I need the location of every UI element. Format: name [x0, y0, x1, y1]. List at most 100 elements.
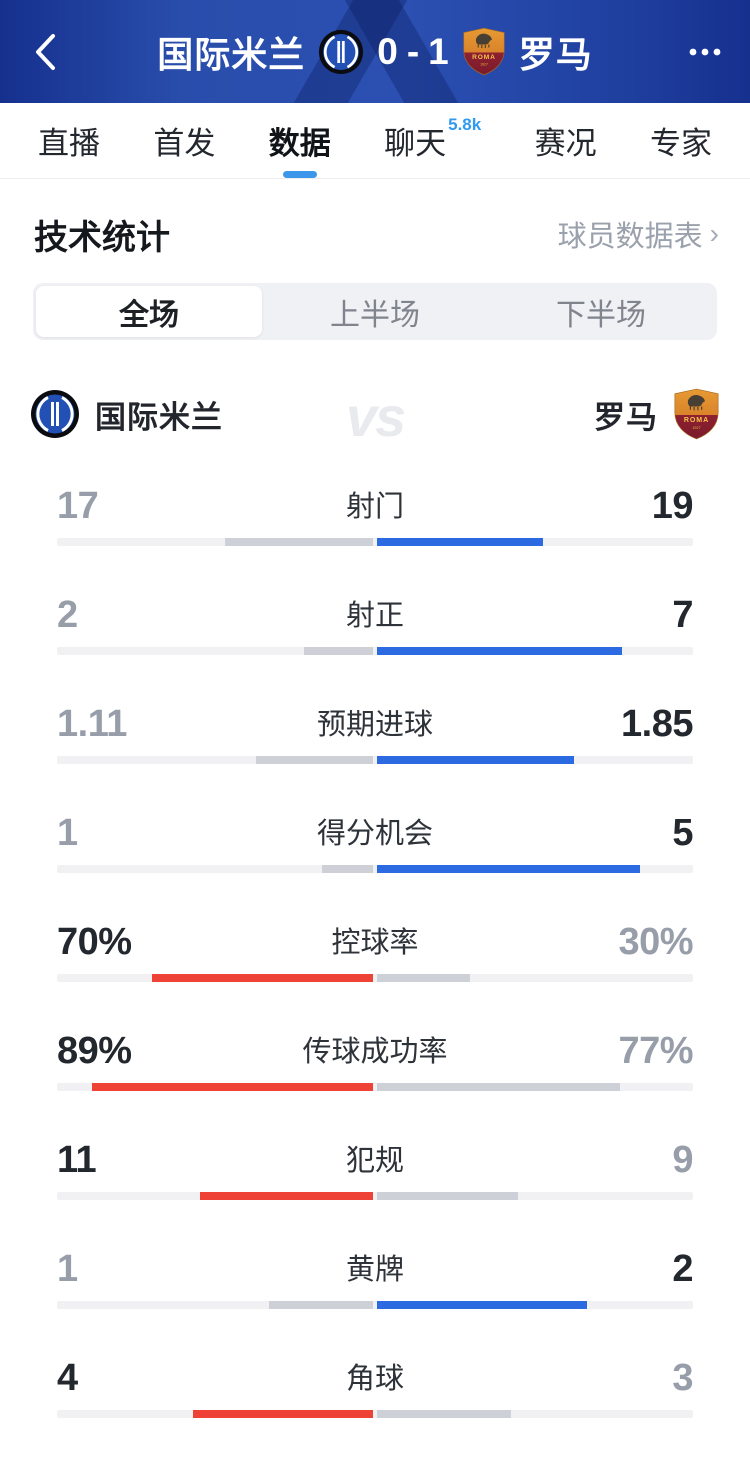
- stat-row: 70% 控球率 30%: [57, 920, 693, 982]
- stat-bar-away: [377, 647, 623, 655]
- svg-text:ROMA: ROMA: [684, 417, 709, 424]
- section-title: 技术统计: [34, 218, 170, 257]
- stat-bar-track: [57, 1301, 693, 1309]
- away-score: 1: [428, 30, 449, 72]
- stat-home-value: 1.11: [57, 703, 127, 745]
- stat-bar-away: [377, 974, 471, 982]
- chevron-left-icon: [36, 33, 55, 70]
- home-team: 国际米兰: [30, 389, 223, 439]
- stat-row: 17 射门 19: [57, 484, 694, 546]
- stat-home-value: 4: [57, 1357, 78, 1399]
- home-score: 0: [377, 30, 398, 72]
- stat-bar-away: [377, 1301, 588, 1309]
- svg-text:1927: 1927: [480, 63, 488, 67]
- stat-label: 传球成功率: [302, 1036, 448, 1068]
- stat-bar-home: [200, 1192, 373, 1200]
- stat-bar-home: [193, 1410, 373, 1418]
- stat-away-value: 2: [672, 1248, 693, 1290]
- stat-row: 1 得分机会 5: [57, 811, 693, 873]
- stat-label: 得分机会: [316, 818, 434, 850]
- stat-home-value: 2: [57, 594, 78, 636]
- tab-experts[interactable]: 专家: [649, 126, 712, 161]
- stat-away-value: 3: [672, 1357, 693, 1399]
- period-tab-second-half[interactable]: 下半场: [556, 298, 646, 332]
- back-button[interactable]: [22, 22, 68, 82]
- stat-bar-track: [57, 865, 693, 873]
- section-header: 技术统计 球员数据表 ›: [0, 201, 750, 267]
- svg-text:1927: 1927: [692, 426, 700, 430]
- chevron-right-icon: ›: [709, 218, 719, 249]
- stat-bar-away: [377, 1083, 620, 1091]
- score-display: 0 - 1: [377, 31, 448, 73]
- stat-row: 89% 传球成功率 77%: [57, 1029, 693, 1091]
- stat-home-value: 11: [57, 1139, 97, 1181]
- stat-label: 犯规: [345, 1145, 405, 1177]
- stat-bar-home: [321, 865, 373, 873]
- header-away-team: 罗马: [518, 33, 593, 75]
- inter-logo: [319, 29, 364, 74]
- stat-label: 角球: [345, 1363, 405, 1395]
- stat-bar-home: [152, 974, 373, 982]
- stat-bar-home: [255, 756, 373, 764]
- stat-bar-away: [377, 1410, 512, 1418]
- stat-away-value: 7: [672, 594, 693, 636]
- stat-bar-track: [57, 1410, 693, 1418]
- period-tab-full[interactable]: 全场: [36, 286, 262, 337]
- stat-away-value: 30%: [618, 921, 693, 963]
- tab-data[interactable]: 数据: [267, 118, 333, 178]
- stat-bar-home: [91, 1083, 373, 1091]
- more-button[interactable]: [682, 22, 728, 82]
- stat-bar-away: [377, 538, 543, 546]
- match-header: 国际米兰 0 - 1 ROMA 1927 罗马: [0, 0, 750, 103]
- player-data-table-link[interactable]: 球员数据表 ›: [557, 218, 719, 254]
- tab-chat[interactable]: 聊天5.8k: [384, 114, 482, 161]
- tab-live[interactable]: 直播: [38, 126, 100, 161]
- vs-watermark: vs: [345, 385, 406, 449]
- stat-bar-track: [57, 974, 693, 982]
- score-separator: -: [406, 30, 420, 72]
- roma-logo: ROMA 1927: [674, 388, 719, 440]
- ellipsis-icon: [689, 48, 721, 55]
- stat-bar-away: [377, 865, 640, 873]
- stat-label: 黄牌: [345, 1254, 405, 1286]
- stat-label: 控球率: [331, 927, 419, 959]
- stat-home-value: 89%: [57, 1030, 132, 1072]
- stat-home-value: 1: [57, 1248, 78, 1290]
- tab-match-status[interactable]: 赛况: [534, 126, 597, 161]
- stat-home-value: 17: [57, 485, 99, 527]
- tab-lineup[interactable]: 首发: [153, 126, 216, 161]
- stat-label: 射正: [345, 600, 405, 632]
- stat-away-value: 19: [651, 485, 694, 527]
- stat-home-value: 70%: [57, 921, 132, 963]
- inter-logo: [31, 390, 79, 438]
- stat-bar-track: [57, 538, 693, 546]
- home-team-name: 国际米兰: [95, 399, 223, 435]
- svg-text:ROMA: ROMA: [472, 54, 496, 61]
- stat-bar-away: [377, 756, 574, 764]
- nav-tabs: 直播 首发 数据 聊天5.8k 赛况 专家: [0, 103, 750, 179]
- stat-away-value: 77%: [618, 1030, 693, 1072]
- stat-row: 4 角球 3: [57, 1356, 693, 1418]
- stat-bar-home: [304, 647, 373, 655]
- stat-label: 预期进球: [316, 709, 434, 741]
- stat-bar-track: [57, 1192, 693, 1200]
- stat-bar-track: [57, 756, 693, 764]
- stat-row: 1.11 预期进球 1.85: [57, 702, 693, 764]
- stat-away-value: 5: [672, 812, 693, 854]
- header-home-team: 国际米兰: [157, 33, 306, 75]
- teams-row: vs 国际米兰 罗马 ROMA 1927: [30, 385, 720, 448]
- away-team-name: 罗马: [594, 399, 658, 435]
- period-tab-first-half[interactable]: 上半场: [330, 298, 420, 332]
- period-segmented-control: 全场 上半场 下半场: [33, 283, 717, 340]
- chat-count-badge: 5.8k: [448, 114, 482, 134]
- stat-bar-track: [57, 647, 693, 655]
- away-team: 罗马 ROMA 1927: [594, 388, 720, 440]
- stat-row: 2 射正 7: [57, 593, 693, 655]
- stat-home-value: 1: [57, 812, 78, 854]
- stat-row: 1 黄牌 2: [57, 1247, 693, 1309]
- stat-bar-away: [377, 1192, 519, 1200]
- roma-logo: ROMA 1927: [463, 27, 505, 76]
- stat-row: 11 犯规 9: [57, 1138, 693, 1200]
- stats-list: 17 射门 19 2 射正 7 1.11 预期进球 1.85: [57, 484, 694, 1418]
- stat-bar-home: [224, 538, 373, 546]
